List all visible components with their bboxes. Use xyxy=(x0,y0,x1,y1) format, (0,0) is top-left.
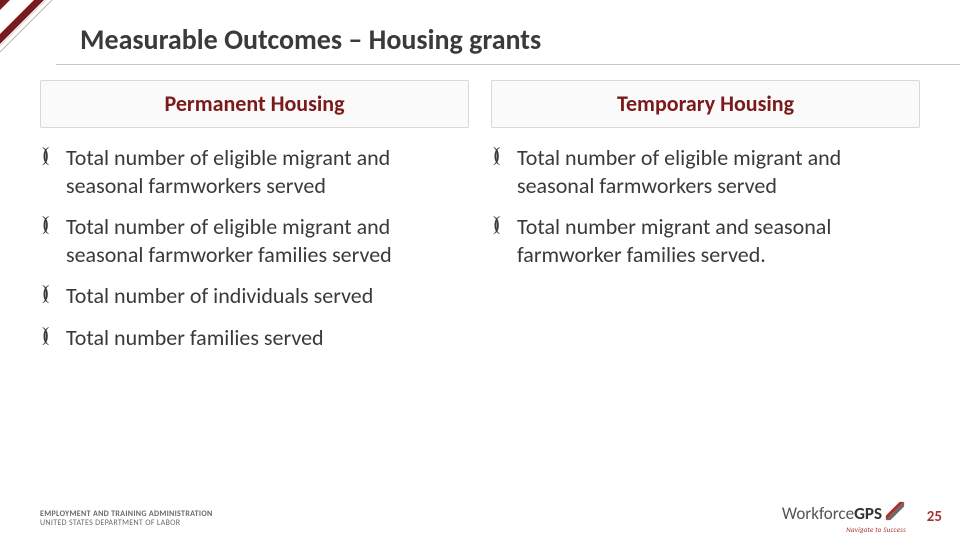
list-item: Total number of individuals served xyxy=(42,282,467,310)
arrow-icon xyxy=(884,500,906,527)
workforcegps-logo: WorkforceGPS xyxy=(782,500,906,527)
bullet-list-permanent: Total number of eligible migrant and sea… xyxy=(40,144,469,351)
corner-ornament xyxy=(0,0,52,52)
list-item: Total number families served xyxy=(42,324,467,352)
page-title: Measurable Outcomes – Housing grants xyxy=(80,22,920,57)
footer-right: WorkforceGPS Navigate to Success xyxy=(782,500,906,534)
bullet-list-temporary: Total number of eligible migrant and sea… xyxy=(491,144,920,268)
column-permanent: Permanent Housing Total number of eligib… xyxy=(40,80,469,365)
column-temporary: Temporary Housing Total number of eligib… xyxy=(491,80,920,365)
slide: Measurable Outcomes – Housing grants Per… xyxy=(0,0,960,540)
column-header-permanent: Permanent Housing xyxy=(40,80,469,128)
column-header-temporary: Temporary Housing xyxy=(491,80,920,128)
content-columns: Permanent Housing Total number of eligib… xyxy=(40,80,920,365)
title-divider xyxy=(56,64,960,65)
page-number: 25 xyxy=(927,508,942,526)
list-item: Total number of eligible migrant and sea… xyxy=(42,213,467,268)
footer: EMPLOYMENT AND TRAINING ADMINISTRATION U… xyxy=(0,492,960,540)
list-item: Total number of eligible migrant and sea… xyxy=(42,144,467,199)
list-item: Total number of eligible migrant and sea… xyxy=(493,144,918,199)
logo-text: WorkforceGPS xyxy=(782,503,882,524)
footer-line2: UNITED STATES DEPARTMENT OF LABOR xyxy=(40,519,213,528)
list-item: Total number migrant and seasonal farmwo… xyxy=(493,213,918,268)
footer-left: EMPLOYMENT AND TRAINING ADMINISTRATION U… xyxy=(40,510,213,528)
logo-tagline: Navigate to Success xyxy=(782,525,906,534)
